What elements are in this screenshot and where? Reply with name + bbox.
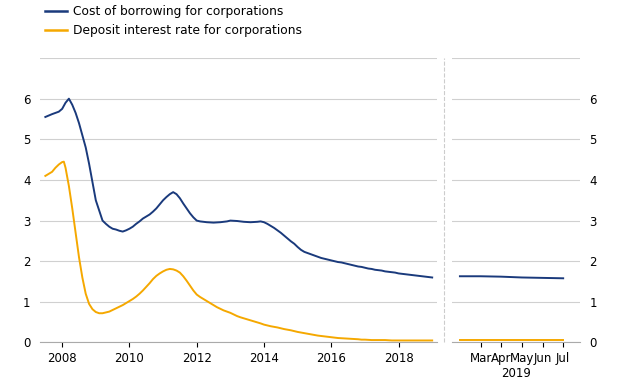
Legend: Cost of borrowing for corporations, Deposit interest rate for corporations: Cost of borrowing for corporations, Depo… (40, 0, 307, 42)
X-axis label: 2019: 2019 (501, 366, 531, 380)
